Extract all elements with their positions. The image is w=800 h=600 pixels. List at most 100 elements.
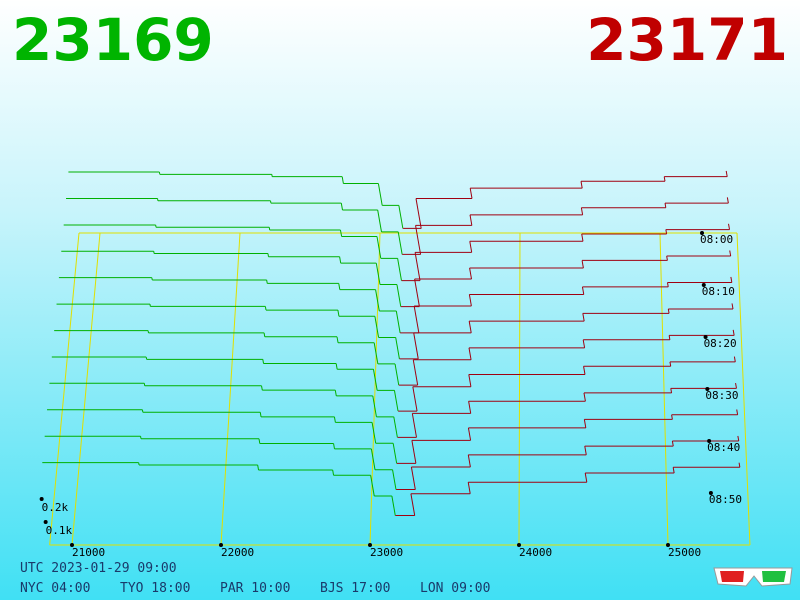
step-riser xyxy=(733,356,736,362)
step-riser xyxy=(410,493,416,516)
3d-glasses-icon xyxy=(713,567,793,587)
step-riser xyxy=(373,342,379,365)
tick-dot xyxy=(368,543,372,547)
step-riser xyxy=(469,214,473,226)
step-riser xyxy=(261,385,263,391)
x-tick-label: 21000 xyxy=(72,546,105,559)
step-riser xyxy=(582,339,586,348)
zone-time: PAR 10:00 xyxy=(220,581,290,596)
zones: NYC 04:00 TYO 18:00 PAR 10:00 BJS 17:00 LON … xyxy=(20,581,490,596)
step-riser xyxy=(468,374,472,387)
zone-time: LON 09:00 xyxy=(420,581,490,596)
step-riser xyxy=(670,388,673,394)
step-riser xyxy=(415,225,422,255)
step-riser xyxy=(666,282,669,287)
step-riser xyxy=(583,419,587,428)
step-riser xyxy=(469,188,473,199)
time-tick-label: 08:10 xyxy=(702,285,735,298)
depth-tick-label: 0.2k xyxy=(42,501,69,514)
step-riser xyxy=(666,255,668,261)
step-riser xyxy=(414,278,420,307)
step-riser xyxy=(376,236,382,259)
step-riser xyxy=(257,464,260,471)
step-riser xyxy=(394,363,400,386)
step-riser xyxy=(392,443,398,464)
x-tick-label: 23000 xyxy=(370,546,403,559)
step-riser xyxy=(397,231,403,255)
step-riser xyxy=(393,390,399,412)
step-riser xyxy=(333,416,336,423)
tick-dot xyxy=(70,543,74,547)
step-riser xyxy=(468,347,472,360)
tick-dot xyxy=(666,543,670,547)
step-riser xyxy=(468,294,472,307)
step-riser xyxy=(412,386,418,412)
step-riser xyxy=(467,427,472,441)
step-riser xyxy=(584,445,587,455)
floor-edge xyxy=(736,232,751,546)
depth-tick xyxy=(43,520,48,524)
step-riser xyxy=(736,409,739,415)
step-riser xyxy=(339,229,343,237)
step-riser xyxy=(731,303,734,310)
step-riser xyxy=(415,198,422,229)
step-riser xyxy=(730,276,733,283)
step-riser xyxy=(375,263,381,285)
step-riser xyxy=(581,260,584,269)
step-riser xyxy=(338,283,341,290)
step-riser xyxy=(413,332,419,359)
depth-tick-label: 0.1k xyxy=(46,524,73,537)
time-tick-label: 08:00 xyxy=(700,233,733,246)
step-riser xyxy=(580,181,583,189)
step-riser xyxy=(377,209,382,232)
step-riser xyxy=(258,438,261,444)
zone-time: BJS 17:00 xyxy=(320,581,390,596)
step-riser xyxy=(263,332,266,337)
step-riser xyxy=(668,335,671,340)
step-riser xyxy=(667,308,670,314)
time-tick-label: 08:50 xyxy=(709,493,742,506)
grid-line xyxy=(71,232,101,546)
step-riser xyxy=(396,284,402,307)
step-riser xyxy=(735,382,737,389)
step-riser xyxy=(737,435,740,442)
grid-line xyxy=(220,232,241,546)
step-riser xyxy=(671,440,674,447)
x-tick-label: 22000 xyxy=(221,546,254,559)
time-tick xyxy=(708,491,713,495)
depth-tick xyxy=(39,497,44,501)
step-riser xyxy=(411,413,417,438)
step-riser xyxy=(469,267,473,280)
step-riser xyxy=(672,467,675,474)
step-riser xyxy=(413,305,420,333)
grid-line xyxy=(369,232,381,546)
step-riser xyxy=(468,401,472,414)
step-riser xyxy=(583,392,586,402)
floor-edge xyxy=(49,232,80,546)
step-riser xyxy=(377,183,383,206)
step-riser xyxy=(392,469,397,490)
step-riser xyxy=(370,475,375,497)
time-tick xyxy=(707,439,712,443)
step-riser xyxy=(267,253,269,257)
step-riser xyxy=(372,395,377,417)
step-riser xyxy=(266,279,268,284)
step-riser xyxy=(581,233,584,242)
step-riser xyxy=(370,448,376,470)
step-riser xyxy=(397,258,402,281)
step-riser xyxy=(584,472,588,483)
step-riser xyxy=(469,241,473,253)
step-riser xyxy=(583,366,586,375)
step-riser xyxy=(412,359,419,386)
step-riser xyxy=(264,306,267,311)
grid-line xyxy=(659,232,669,546)
step-riser xyxy=(375,289,380,312)
step-riser xyxy=(336,336,339,343)
step-riser xyxy=(341,176,344,184)
step-riser xyxy=(259,412,262,417)
step-riser xyxy=(732,329,735,336)
step-riser xyxy=(664,203,667,208)
step-riser xyxy=(332,469,335,476)
step-riser xyxy=(339,256,342,264)
